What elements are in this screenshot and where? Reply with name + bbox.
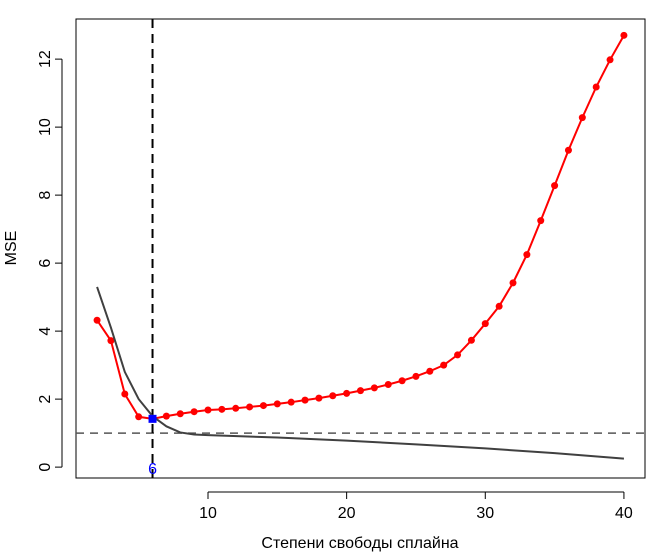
point	[162, 412, 170, 420]
line	[96, 34, 625, 420]
line	[96, 286, 625, 460]
y-tick-label: 6	[37, 259, 54, 268]
point	[259, 402, 267, 410]
y-tick-label: 4	[37, 327, 54, 336]
x-tick-label: 20	[338, 505, 356, 522]
point	[495, 302, 503, 310]
point	[121, 390, 129, 398]
point	[398, 377, 406, 385]
point	[107, 337, 115, 345]
point	[93, 316, 101, 324]
point	[287, 398, 295, 406]
point	[481, 320, 489, 328]
point	[135, 413, 143, 421]
point	[620, 31, 628, 39]
x-axis-title: Степени свободы сплайна	[261, 535, 458, 552]
point	[412, 372, 420, 380]
point	[301, 396, 309, 404]
x-tick-label: 40	[615, 505, 633, 522]
point	[218, 405, 226, 413]
point	[509, 279, 517, 287]
point	[384, 381, 392, 388]
point	[273, 400, 281, 408]
y-tick-label: 8	[37, 191, 54, 200]
point	[426, 367, 434, 375]
point	[204, 406, 212, 414]
y-tick-label: 0	[37, 463, 54, 472]
x-tick-label: 10	[199, 505, 217, 522]
y-tick-label: 12	[37, 50, 54, 68]
point	[551, 182, 559, 190]
highlight-point	[148, 414, 157, 423]
point	[176, 410, 184, 418]
point	[232, 404, 240, 412]
x-tick-label: 30	[476, 505, 494, 522]
plot-box	[75, 18, 646, 479]
point	[523, 251, 531, 259]
point	[370, 384, 378, 392]
point	[454, 351, 462, 359]
point	[467, 336, 475, 344]
point	[606, 56, 614, 64]
point	[578, 114, 586, 122]
highlight-label: 6	[148, 461, 157, 478]
point	[357, 387, 364, 395]
point	[343, 389, 351, 397]
y-tick-label: 10	[37, 118, 54, 136]
point	[329, 392, 337, 400]
point	[564, 146, 572, 154]
y-tick-label: 2	[37, 395, 54, 404]
point	[592, 83, 600, 91]
y-axis-title: MSE	[3, 231, 20, 266]
point	[315, 394, 323, 402]
point	[440, 361, 448, 369]
point	[537, 217, 545, 225]
point	[190, 408, 198, 416]
point	[246, 403, 254, 411]
